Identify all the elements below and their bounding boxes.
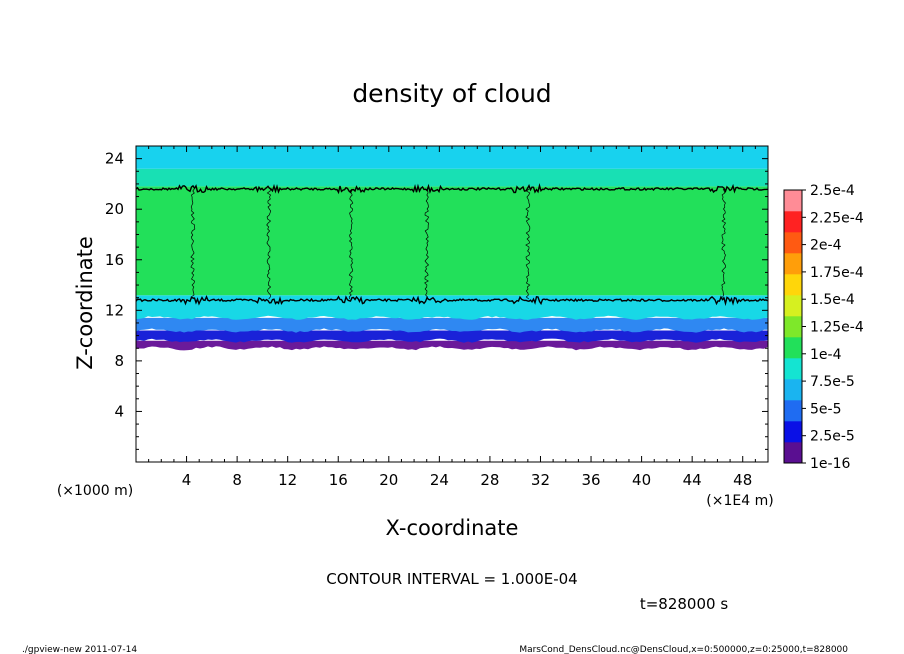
- y-tick-label: 12: [105, 301, 124, 319]
- chart-title: density of cloud: [352, 79, 551, 108]
- colorbar-swatch: [784, 295, 802, 317]
- colorbar-label: 2.25e-4: [810, 210, 864, 226]
- colorbar-swatch: [784, 337, 802, 359]
- plume-contour: [190, 188, 196, 300]
- colorbar: 1e-16 2.5e-5 5e-5 7.5e-5 1e-4 1.25e-4 1.5e-4 1.…: [783, 183, 864, 472]
- contour-interval-text: CONTOUR INTERVAL = 1.000E-04: [326, 570, 577, 588]
- x-tick-label: 36: [581, 471, 600, 489]
- plume-contour: [525, 188, 531, 300]
- y-tick-label: 16: [105, 251, 124, 269]
- x-tick-label: 40: [632, 471, 651, 489]
- colorbar-label: 1.5e-4: [810, 292, 855, 308]
- density-layer: [136, 340, 768, 351]
- x-axis: 4 8 12 16 20 24 28 32 36 40 44 48: [135, 146, 769, 489]
- density-layer: [136, 330, 768, 343]
- plume-contour: [721, 188, 726, 300]
- x-tick-label: 24: [430, 471, 449, 489]
- colorbar-label: 2.5e-4: [810, 183, 855, 199]
- x-tick-label: 4: [182, 471, 192, 489]
- x-tick-label: 12: [278, 471, 297, 489]
- colorbar-label: 2e-4: [810, 238, 842, 254]
- density-layers: [136, 146, 768, 351]
- colorbar-swatch: [784, 400, 802, 422]
- y-tick-label: 20: [105, 200, 124, 218]
- x-tick-label: 32: [531, 471, 550, 489]
- x-tick-label: 20: [379, 471, 398, 489]
- contour-line: [135, 295, 768, 307]
- y-tick-label: 4: [114, 402, 124, 420]
- time-label: t=828000 s: [640, 595, 728, 613]
- y-axis: 4 8 12 16 20 24: [105, 145, 768, 463]
- contour-lines: [135, 183, 768, 307]
- x-tick-label: 16: [329, 471, 348, 489]
- contour-line: [135, 183, 768, 195]
- plume-contour: [348, 188, 354, 300]
- y-axis-label: Z-coordinate: [73, 236, 97, 370]
- colorbar-swatch: [784, 316, 802, 338]
- y-tick-label: 24: [105, 150, 124, 168]
- colorbar-label: 1.75e-4: [810, 265, 864, 281]
- colorbar-swatch: [784, 358, 802, 380]
- x-tick-label: 48: [733, 471, 752, 489]
- density-layer: [136, 295, 768, 320]
- plot-area: [135, 145, 769, 463]
- colorbar-swatch: [784, 211, 802, 233]
- plume-contour: [266, 188, 272, 300]
- x-tick-label: 44: [683, 471, 702, 489]
- footer-left: ./gpview-new 2011-07-14: [22, 645, 137, 654]
- density-layer: [136, 146, 768, 169]
- colorbar-swatch: [784, 190, 802, 212]
- plume-contour: [424, 188, 430, 300]
- colorbar-swatch: [784, 232, 802, 254]
- colorbar-label: 1.25e-4: [810, 320, 864, 336]
- footer-right: MarsCond_DensCloud.nc@DensCloud,x=0:5000…: [519, 645, 848, 654]
- x-axis-label: X-coordinate: [386, 516, 519, 540]
- colorbar-swatch: [784, 379, 802, 401]
- density-layer: [136, 168, 768, 187]
- x-unit-label: (×1E4 m): [706, 493, 773, 509]
- colorbar-swatch: [784, 253, 802, 275]
- colorbar-label: 1e-4: [810, 347, 842, 363]
- colorbar-swatch: [784, 274, 802, 296]
- y-unit-label: (×1000 m): [57, 483, 133, 499]
- x-tick-label: 28: [480, 471, 499, 489]
- y-tick-label: 8: [114, 352, 124, 370]
- colorbar-label: 7.5e-5: [810, 374, 855, 390]
- colorbar-swatch: [784, 442, 802, 464]
- x-tick-label: 8: [232, 471, 242, 489]
- colorbar-label: 2.5e-5: [810, 429, 855, 445]
- density-layer: [136, 317, 768, 333]
- colorbar-swatch: [784, 421, 802, 443]
- density-layer: [136, 186, 768, 296]
- colorbar-label: 5e-5: [810, 401, 841, 417]
- colorbar-label: 1e-16: [810, 456, 850, 472]
